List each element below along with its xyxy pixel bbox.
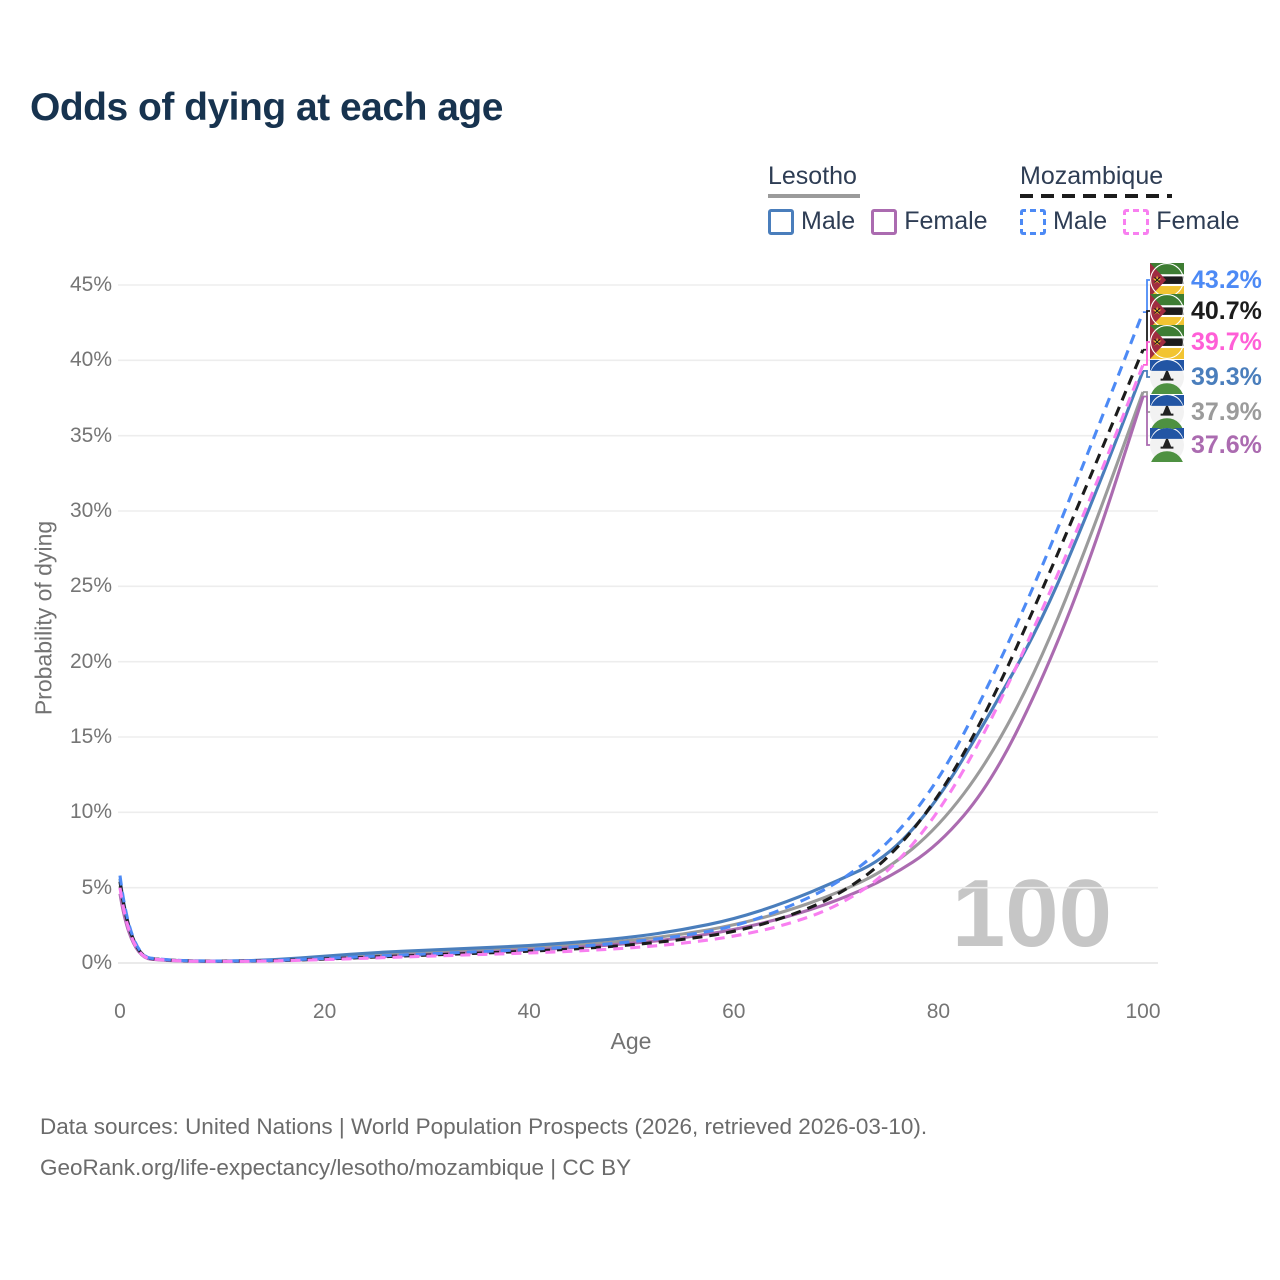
legend-item-lesotho-female[interactable]: Female xyxy=(871,207,988,236)
x-tick-label: 0 xyxy=(114,1000,126,1023)
end-label-value: 43.2% xyxy=(1191,265,1262,294)
mozambique-flag-icon xyxy=(1150,294,1184,328)
x-tick-label: 80 xyxy=(926,1000,951,1023)
legend-header-lesotho: Lesotho xyxy=(768,162,857,190)
y-tick-label: 0% xyxy=(81,951,112,974)
y-tick-label: 45% xyxy=(69,273,112,296)
attribution-line: GeoRank.org/life-expectancy/lesotho/moza… xyxy=(40,1155,632,1180)
end-label-leader xyxy=(1143,279,1152,314)
series-line-mozambique-female xyxy=(118,364,1145,963)
end-label-value: 39.7% xyxy=(1191,327,1262,356)
end-label-leader xyxy=(1143,341,1152,366)
end-label-lesotho-male: 39.3% xyxy=(1150,359,1262,395)
end-label-leader xyxy=(1143,310,1152,351)
x-tick-label: 100 xyxy=(1125,1000,1161,1023)
y-tick-label: 5% xyxy=(81,875,112,899)
legend-item-lesotho-male[interactable]: Male xyxy=(768,207,855,236)
x-tick-label: 60 xyxy=(722,1000,746,1023)
x-tick-label: 40 xyxy=(517,1000,541,1023)
mozambique-flag-icon xyxy=(1150,263,1184,297)
series-line-mozambique-male xyxy=(118,311,1145,963)
footer: Data sources: United Nations | World Pop… xyxy=(40,1106,927,1188)
end-label-value: 39.3% xyxy=(1191,362,1262,391)
lesotho-line-sample xyxy=(768,194,860,198)
end-label-value: 37.6% xyxy=(1191,430,1262,459)
series-line-lesotho-male xyxy=(118,370,1145,963)
series-line-lesotho-female xyxy=(118,396,1145,963)
legend-group-lesotho: Lesotho Male Female xyxy=(768,162,988,236)
y-tick-label: 10% xyxy=(69,800,112,824)
legend-item-mozambique-male[interactable]: Male xyxy=(1020,207,1107,236)
age-counter-watermark: 100 xyxy=(951,860,1112,967)
end-label-mozambique-female: 39.7% xyxy=(1150,324,1262,360)
lesotho-female-swatch-icon xyxy=(871,208,898,235)
end-label-leader xyxy=(1143,369,1152,378)
end-label-value: 40.7% xyxy=(1191,296,1262,325)
legend-label-lesotho-female: Female xyxy=(904,207,988,235)
mozambique-female-swatch-icon xyxy=(1123,208,1150,235)
legend-label-mozambique-male: Male xyxy=(1053,207,1108,235)
end-label-lesotho-both: 37.9% xyxy=(1150,394,1262,430)
y-tick-label: 25% xyxy=(69,574,112,598)
end-label-lesotho-female: 37.6% xyxy=(1150,427,1262,463)
y-tick-label: 35% xyxy=(69,423,112,447)
y-tick-label: 40% xyxy=(69,348,112,372)
mozambique-line-sample xyxy=(1020,194,1172,198)
lesotho-flag-icon xyxy=(1150,360,1184,394)
end-label-leader xyxy=(1143,395,1152,446)
lesotho-flag-icon xyxy=(1150,395,1184,429)
end-label-mozambique-both: 40.7% xyxy=(1150,293,1262,329)
end-label-value: 37.9% xyxy=(1191,397,1262,426)
page-title: Odds of dying at each age xyxy=(30,86,503,129)
mozambique-flag-icon xyxy=(1150,325,1184,359)
series-line-lesotho-both xyxy=(118,391,1145,963)
legend-item-mozambique-female[interactable]: Female xyxy=(1123,207,1240,236)
series-line-mozambique-both xyxy=(118,349,1145,963)
x-tick-label: 20 xyxy=(312,1000,337,1023)
data-sources-line: Data sources: United Nations | World Pop… xyxy=(40,1114,928,1139)
x-axis-title: Age xyxy=(610,1028,652,1054)
lesotho-male-swatch-icon xyxy=(768,208,794,235)
legend-label-mozambique-female: Female xyxy=(1156,207,1240,235)
end-label-mozambique-male: 43.2% xyxy=(1150,262,1262,298)
mozambique-male-swatch-icon xyxy=(1020,208,1046,235)
legend-header-mozambique: Mozambique xyxy=(1020,162,1164,190)
y-tick-label: 20% xyxy=(69,649,112,673)
legend-group-mozambique: Mozambique Male Female xyxy=(1020,162,1240,236)
y-tick-label: 30% xyxy=(69,499,112,522)
lesotho-flag-icon xyxy=(1150,428,1184,462)
y-tick-label: 15% xyxy=(69,725,112,748)
legend-label-lesotho-male: Male xyxy=(801,207,856,235)
